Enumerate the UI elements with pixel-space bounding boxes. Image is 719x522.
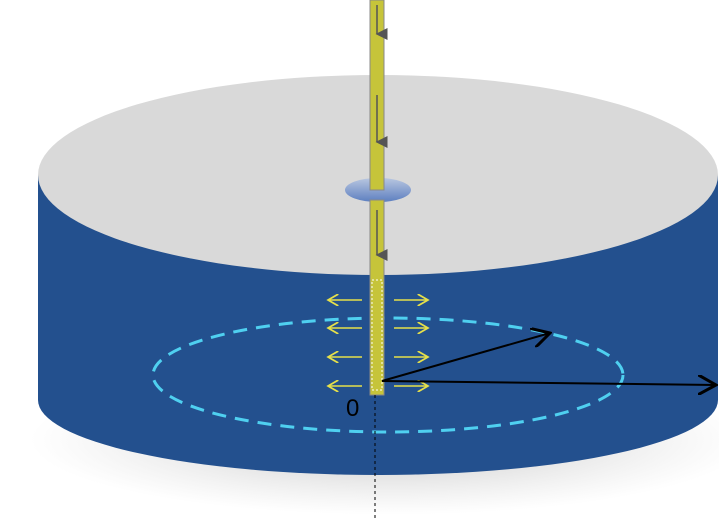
radial-flow-arrows xyxy=(328,300,428,386)
outer-radius-arrow xyxy=(381,381,716,385)
radius-arrow xyxy=(381,333,550,382)
dashed-ellipse xyxy=(151,316,625,434)
origin-label: 0 xyxy=(346,395,359,422)
perforation xyxy=(371,279,383,391)
pipe-lower xyxy=(369,199,385,396)
